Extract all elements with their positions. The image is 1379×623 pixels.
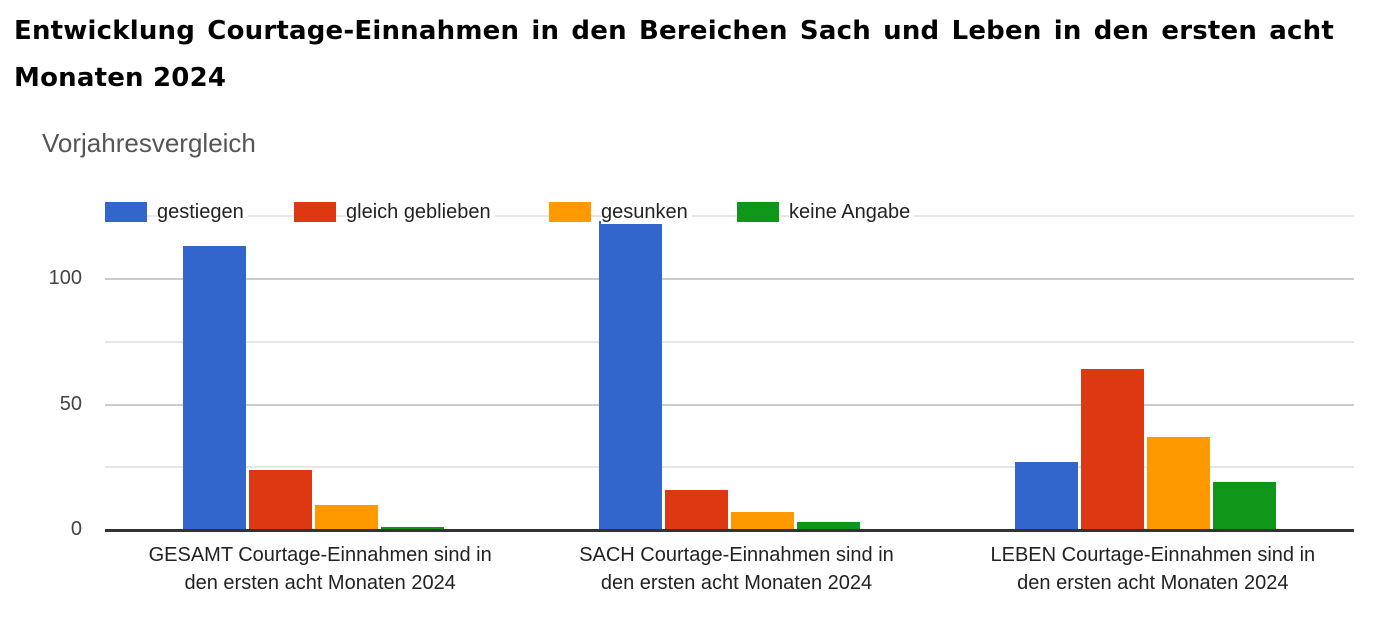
bar[interactable]	[1015, 462, 1079, 530]
x-category-label-line: den ersten acht Monaten 2024	[1017, 572, 1289, 594]
x-axis-line	[105, 529, 1354, 532]
gridline	[105, 340, 1354, 343]
bar[interactable]	[248, 469, 312, 530]
bar[interactable]	[731, 512, 794, 530]
gridline	[105, 466, 1354, 469]
x-category-label-line: den ersten acht Monaten 2024	[184, 572, 456, 594]
gridline	[105, 215, 1354, 218]
bar[interactable]	[314, 504, 378, 530]
bar[interactable]	[380, 527, 444, 530]
legend-swatch-icon	[737, 202, 779, 222]
plot-area	[105, 150, 1354, 532]
legend-label: keine Angabe	[789, 200, 915, 224]
legend-swatch-icon	[549, 202, 591, 222]
legend-label: gestiegen	[157, 200, 248, 224]
bar[interactable]	[1213, 482, 1277, 530]
bar[interactable]	[1081, 369, 1145, 530]
legend-item[interactable]: keine Angabe	[737, 199, 915, 225]
y-tick-label: 100	[48, 267, 82, 289]
legend-label: gesunken	[601, 200, 692, 224]
legend-swatch-icon	[294, 202, 336, 222]
bar[interactable]	[665, 489, 728, 530]
legend-item[interactable]: gestiegen	[105, 199, 248, 225]
y-tick-label: 0	[70, 518, 82, 540]
x-category-label: SACH Courtage-Einnahmen sind in den erste…	[537, 541, 937, 597]
bar[interactable]	[599, 221, 662, 530]
bar[interactable]	[1147, 437, 1211, 530]
bar[interactable]	[797, 522, 860, 530]
x-category-label: LEBEN Courtage-Einnahmen sind in den erst…	[953, 541, 1353, 597]
legend-label: gleich geblieben	[346, 200, 495, 224]
x-category-label-line: SACH Courtage-Einnahmen sind in	[579, 544, 894, 566]
legend-item[interactable]: gesunken	[549, 199, 692, 225]
legend-swatch-icon	[105, 202, 147, 222]
gridline	[105, 278, 1354, 280]
chart-title: Vorjahresvergleich	[42, 128, 256, 158]
y-tick-label: 50	[59, 392, 82, 415]
x-category-label-line: LEBEN Courtage-Einnahmen sind in	[990, 544, 1316, 566]
page-title: Entwicklung Courtage-Einnahmen in den Be…	[14, 16, 1334, 93]
x-category-label-line: GESAMT Courtage-Einnahmen sind in	[148, 544, 492, 566]
legend-item[interactable]: gleich geblieben	[294, 199, 495, 225]
bar[interactable]	[182, 246, 246, 530]
x-category-label-line: den ersten acht Monaten 2024	[600, 572, 873, 594]
x-category-label: GESAMT Courtage-Einnahmen sind in den ers…	[120, 541, 520, 597]
gridline	[105, 403, 1354, 406]
